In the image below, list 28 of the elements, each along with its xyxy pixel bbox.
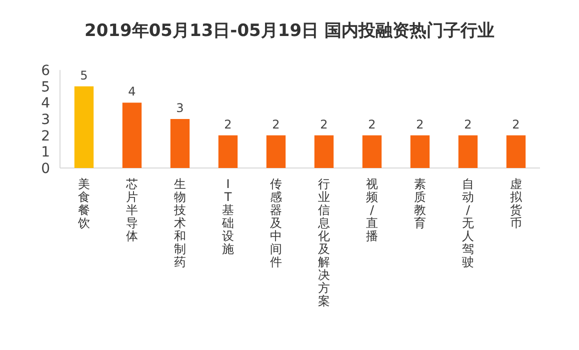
x-tick-label: 素质教育 [414, 177, 426, 230]
x-tick-label: 自动/无人驾驶 [462, 177, 474, 269]
x-tick-label: 美食餐饮 [77, 177, 90, 230]
x-tick-label: 传感器及中间件 [270, 177, 282, 269]
category-label: 行业信息化及解决方案 [318, 177, 330, 308]
y-tick-label: 2 [41, 128, 50, 144]
data-label: 2 [512, 117, 520, 132]
data-label: 2 [320, 117, 328, 132]
data-label: 2 [224, 117, 232, 132]
data-label: 5 [80, 68, 88, 82]
data-label: 2 [272, 117, 280, 132]
data-label: 3 [176, 101, 184, 115]
y-tick-label: 6 [41, 63, 50, 79]
y-tick-label: 0 [41, 161, 50, 177]
y-tick-label: 5 [41, 79, 50, 96]
data-label: 2 [416, 117, 424, 132]
chart-title: 2019年05月13日-05月19日 国内投融资热门子行业 [84, 21, 494, 41]
data-label: 2 [368, 117, 376, 132]
x-tick-label: IT基础设施 [221, 177, 234, 256]
data-label: 2 [464, 117, 472, 132]
x-tick-label: 生物技术和制药 [173, 177, 186, 269]
x-tick-label: 视频/直播 [366, 177, 378, 243]
data-label: 4 [128, 84, 136, 99]
y-tick-label: 4 [41, 96, 50, 112]
x-tick-label: 虚拟货币 [510, 177, 523, 230]
y-tick-label: 1 [41, 144, 50, 161]
x-tick-label: 芯片半导体 [125, 177, 138, 243]
y-tick-label: 3 [41, 112, 50, 128]
